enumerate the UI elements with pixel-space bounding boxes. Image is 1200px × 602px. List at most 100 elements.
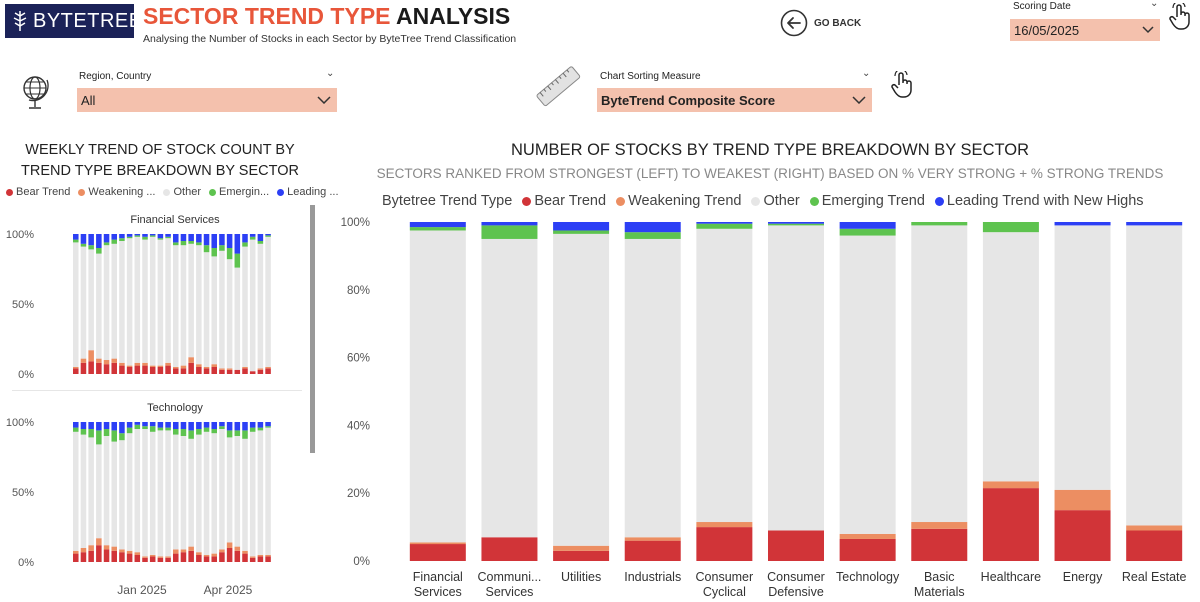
week-bar-bear[interactable] [234,369,241,374]
week-bar-leading[interactable] [157,234,164,239]
week-bar-other[interactable] [249,239,256,372]
sorting-measure-dropdown[interactable]: ByteTrend Composite Score [597,88,872,112]
week-bar-other[interactable] [73,431,79,551]
bar-segment-weakening-trend[interactable] [839,533,896,539]
legend-item[interactable]: Weakening ... [78,186,155,198]
week-bar-weakening[interactable] [134,362,141,366]
week-bar-other[interactable] [234,267,241,370]
week-bar-other[interactable] [142,239,148,363]
week-bar-weakening[interactable] [180,365,187,369]
bar-segment-other[interactable] [839,235,896,534]
week-bar-other[interactable] [265,236,271,367]
week-bar-bear[interactable] [103,364,110,374]
week-bar-emerging[interactable] [257,427,264,431]
week-bar-other[interactable] [226,259,233,369]
bar-segment-leading-trend-with-new-highs[interactable] [1054,222,1111,226]
week-bar-weakening[interactable] [73,550,79,554]
week-bar-weakening[interactable] [103,360,110,365]
week-bar-leading[interactable] [103,234,110,243]
chevron-down-icon[interactable]: ⌄ [1150,0,1159,9]
week-bar-other[interactable] [242,246,248,367]
bar-segment-other[interactable] [1126,225,1183,526]
week-bar-weakening[interactable] [157,556,164,558]
week-bar-emerging[interactable] [134,424,141,429]
week-bar-weakening[interactable] [242,550,248,554]
week-bar-bear[interactable] [134,555,141,562]
week-bar-other[interactable] [219,429,225,550]
bar-segment-bear-trend[interactable] [911,528,968,561]
week-bar-leading[interactable] [180,422,187,429]
week-bar-bear[interactable] [219,552,225,562]
week-bar-leading[interactable] [80,234,87,244]
week-bar-bear[interactable] [73,368,79,374]
week-bar-weakening[interactable] [265,555,271,557]
chevron-down-icon[interactable]: ⌄ [862,68,871,79]
week-bar-bear[interactable] [173,368,179,374]
week-bar-leading[interactable] [180,234,187,241]
week-bar-other[interactable] [88,249,94,351]
week-bar-bear[interactable] [173,553,179,562]
bar-segment-bear-trend[interactable] [409,544,466,561]
week-bar-other[interactable] [242,438,248,551]
week-bar-bear[interactable] [88,550,94,562]
week-bar-bear[interactable] [165,557,171,562]
week-bar-weakening[interactable] [126,365,133,367]
week-bar-weakening[interactable] [188,357,194,363]
bar-segment-other[interactable] [696,228,753,523]
week-bar-other[interactable] [134,429,141,553]
legend-item[interactable]: Leading ... [277,186,339,198]
week-bar-emerging[interactable] [188,430,194,439]
week-bar-emerging[interactable] [211,429,217,434]
scrollbar[interactable] [310,205,315,453]
bar-segment-leading-trend-with-new-highs[interactable] [1126,222,1183,226]
week-bar-leading[interactable] [103,422,110,429]
week-bar-leading[interactable] [126,422,133,428]
week-bar-leading[interactable] [111,234,117,240]
week-bar-weakening[interactable] [111,546,117,551]
bar-segment-emerging-trend[interactable] [553,230,610,234]
bar-segment-emerging-trend[interactable] [696,223,753,229]
week-bar-emerging[interactable] [203,427,210,432]
hand-pointer-icon[interactable] [890,68,916,104]
week-bar-emerging[interactable] [257,241,264,244]
week-bar-weakening[interactable] [134,552,141,555]
week-bar-leading[interactable] [173,422,179,429]
bar-segment-weakening-trend[interactable] [696,522,753,528]
bar-segment-other[interactable] [481,238,538,538]
bar-segment-emerging-trend[interactable] [839,228,896,236]
week-bar-other[interactable] [157,239,164,366]
bar-segment-weakening-trend[interactable] [409,542,466,545]
week-bar-other[interactable] [111,243,117,359]
week-bar-other[interactable] [173,245,179,367]
week-bar-emerging[interactable] [88,245,94,250]
week-bar-leading[interactable] [119,234,125,239]
week-bar-leading[interactable] [219,234,225,246]
week-bar-other[interactable] [157,430,164,557]
legend-item[interactable]: Bear Trend [6,186,70,198]
week-bar-leading[interactable] [219,422,225,427]
week-bar-other[interactable] [96,253,102,359]
week-bar-leading[interactable] [196,234,202,243]
week-bar-bear[interactable] [96,545,102,562]
week-bar-emerging[interactable] [119,433,125,441]
legend-item[interactable]: Emergin... [209,186,269,198]
week-bar-weakening[interactable] [196,364,202,367]
week-bar-weakening[interactable] [219,549,225,553]
week-bar-leading[interactable] [157,422,164,428]
week-bar-other[interactable] [134,236,141,363]
week-bar-bear[interactable] [188,550,194,562]
week-bar-other[interactable] [80,246,87,359]
week-bar-emerging[interactable] [226,248,233,260]
week-bar-weakening[interactable] [88,545,94,551]
week-bar-other[interactable] [196,245,202,365]
week-bar-bear[interactable] [203,368,210,374]
week-bar-emerging[interactable] [219,245,225,251]
week-bar-bear[interactable] [226,548,233,562]
week-bar-leading[interactable] [211,422,217,429]
week-bar-leading[interactable] [73,234,79,240]
week-bar-other[interactable] [257,243,264,369]
week-bar-leading[interactable] [88,422,94,429]
week-bar-bear[interactable] [226,369,233,374]
week-bar-weakening[interactable] [242,367,248,369]
week-bar-other[interactable] [219,250,225,369]
